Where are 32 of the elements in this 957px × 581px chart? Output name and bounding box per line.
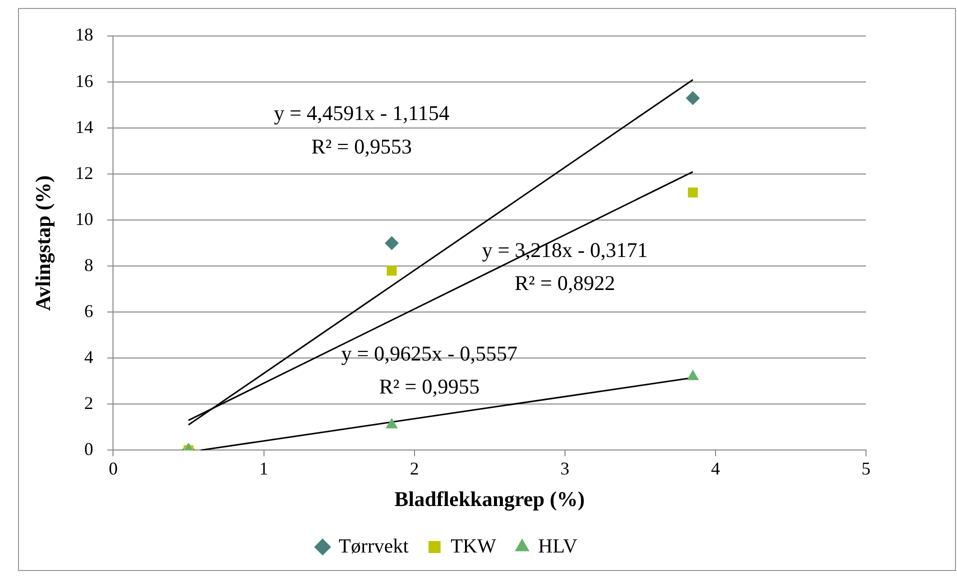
annotation: y = 4,4591x - 1,1154	[274, 101, 450, 126]
annotation: R² = 0,9553	[311, 134, 412, 158]
y-tick-label: 4	[84, 346, 94, 367]
legend-label: HLV	[538, 535, 578, 558]
y-tick-label: 10	[75, 208, 94, 229]
annotation: R² = 0,8922	[514, 271, 616, 296]
y-tick-label: 2	[84, 392, 94, 413]
legend-label: Tørrvekt	[338, 535, 410, 558]
point	[386, 266, 397, 276]
point	[386, 418, 398, 428]
x-tick-label: 3	[560, 458, 570, 479]
legend-label: TKW	[450, 535, 496, 558]
point	[688, 188, 698, 198]
point	[686, 91, 700, 106]
y-tick-label: 16	[75, 70, 94, 91]
y-tick-label: 0	[84, 438, 94, 459]
x-tick-label: 5	[862, 458, 870, 479]
x-tick-label: 0	[108, 458, 118, 479]
x-axis-title: Bladflekkangrep (%)	[394, 486, 585, 511]
y-tick-label: 14	[75, 116, 94, 137]
y-tick-label: 6	[84, 300, 94, 321]
y-axis-title: Avlingstap (%)	[31, 175, 56, 311]
annotation: y = 0,9625x - 0,5557	[341, 341, 518, 366]
y-tick-label: 8	[84, 254, 94, 275]
annotation: R² = 0,9955	[379, 374, 480, 399]
x-tick-label: 2	[410, 458, 419, 479]
point	[384, 236, 399, 250]
y-tick-label: 18	[75, 24, 94, 45]
x-tick-label: 1	[259, 458, 268, 479]
y-tick-label: 12	[75, 162, 94, 183]
point	[686, 370, 699, 380]
x-tick-label: 4	[710, 458, 720, 479]
